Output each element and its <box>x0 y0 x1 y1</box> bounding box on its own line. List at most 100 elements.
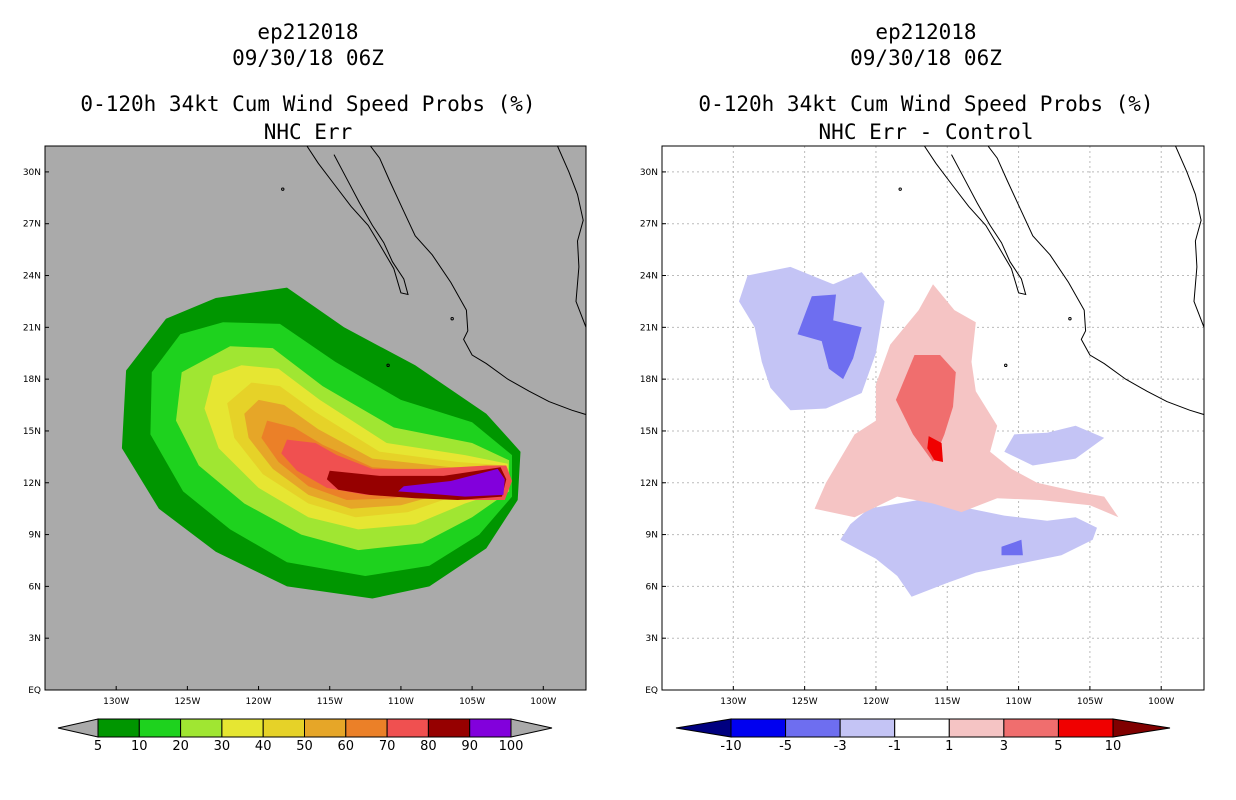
colorbar-label: 10 <box>131 739 148 754</box>
colorbar-label: 100 <box>499 739 524 754</box>
colorbar-swatch <box>427 718 471 738</box>
y-tick-label: EQ <box>645 686 658 696</box>
colorbar-high-arrow <box>1112 718 1171 738</box>
island <box>386 363 390 368</box>
contour-level-90 <box>398 468 505 497</box>
y-tick-label: 9N <box>29 531 41 541</box>
island <box>281 187 285 191</box>
colorbar-swatch <box>304 718 347 738</box>
y-tick-label: 24N <box>23 272 41 282</box>
x-tick-label: 130W <box>103 697 129 707</box>
colorbar-swatch <box>894 718 950 738</box>
y-tick-label: 15N <box>23 427 41 437</box>
x-tick-label: 120W <box>863 697 889 707</box>
colorbar-low-arrow <box>675 718 732 738</box>
colorbar-label: 5 <box>94 739 102 754</box>
contour-level-3 <box>895 355 956 462</box>
left-storm-id: ep212018 <box>257 20 359 44</box>
colorbar-swatch <box>97 718 140 738</box>
left-prob-map: 130W 125W 120W 115W 110W 105W 100W EQ 3N 6N 9N 12N 1… <box>23 145 587 707</box>
colorbar-label: -1 <box>888 739 901 754</box>
y-tick-label: 6N <box>646 582 658 592</box>
right-storm-id: ep212018 <box>875 20 977 44</box>
colorbar-swatch <box>386 718 429 738</box>
y-tick-label: 18N <box>640 375 658 385</box>
contour-level-5 <box>927 436 943 462</box>
colorbar-label: 1 <box>945 739 953 754</box>
border-line <box>557 146 586 328</box>
y-tick-label: 21N <box>23 323 41 333</box>
coastline-baja <box>923 146 1027 296</box>
colorbar-label: 30 <box>214 739 231 754</box>
y-tick-label: 15N <box>640 427 658 437</box>
y-tick-label: 3N <box>646 634 658 644</box>
island <box>1004 363 1008 368</box>
left-chart-title: 0-120h 34kt Cum Wind Speed Probs (%) <box>80 92 536 116</box>
y-tick-label: 27N <box>640 220 658 230</box>
x-tick-label: 115W <box>934 697 960 707</box>
right-colorbar: -10 -5 -3 -1 1 3 5 10 <box>675 718 1171 754</box>
colorbar-swatch <box>785 718 841 738</box>
colorbar-label: 80 <box>420 739 437 754</box>
y-tick-label: 18N <box>23 375 41 385</box>
plot-frame <box>44 145 587 691</box>
colorbar-label: -3 <box>834 739 847 754</box>
coastline-mexico <box>369 146 586 416</box>
colorbar-swatch <box>730 718 787 738</box>
contour-level-neg1 <box>840 500 1097 597</box>
y-tick-label: 12N <box>23 479 41 489</box>
y-tick-label: EQ <box>28 686 41 696</box>
x-tick-label: 110W <box>1006 697 1032 707</box>
colorbar-swatch <box>1057 718 1114 738</box>
coastline-mexico <box>987 146 1204 416</box>
colorbar-swatch <box>180 718 223 738</box>
colorbar-swatch <box>839 718 896 738</box>
island <box>450 316 454 321</box>
colorbar-label: 60 <box>338 739 355 754</box>
y-tick-label: 30N <box>640 168 658 178</box>
x-tick-label: 110W <box>388 697 414 707</box>
y-tick-label: 24N <box>640 272 658 282</box>
contour-level-neg3 <box>1001 539 1023 556</box>
colorbar-label: 50 <box>296 739 313 754</box>
y-tick-label: 6N <box>29 582 41 592</box>
x-tick-label: 105W <box>459 697 485 707</box>
colorbar-swatch <box>138 718 182 738</box>
colorbar-swatch <box>262 718 306 738</box>
x-tick-label: 100W <box>530 697 556 707</box>
colorbar-high-arrow <box>510 718 553 738</box>
x-tick-label: 100W <box>1148 697 1174 707</box>
y-tick-label: 30N <box>23 168 41 178</box>
colorbar-label: 3 <box>1000 739 1008 754</box>
colorbar-label: 90 <box>461 739 478 754</box>
colorbar-low-arrow <box>57 718 99 738</box>
colorbar-swatch <box>469 718 512 738</box>
x-tick-label: 105W <box>1077 697 1103 707</box>
colorbar-swatch <box>345 718 388 738</box>
right-diff-map: 130W 125W 120W 115W 110W 105W 100W EQ 3N 6N 9N 12N 1… <box>640 145 1205 707</box>
colorbar-label: 70 <box>379 739 396 754</box>
x-tick-label: 120W <box>246 697 272 707</box>
colorbar-label: 10 <box>1105 739 1122 754</box>
plot-frame <box>661 145 1205 691</box>
colorbar-label: -10 <box>720 739 741 754</box>
island <box>898 187 902 191</box>
left-chart-subtitle: NHC Err <box>263 120 353 144</box>
y-tick-label: 12N <box>640 479 658 489</box>
contour-level-neg3 <box>797 294 862 380</box>
colorbar-label: 20 <box>172 739 189 754</box>
right-chart-subtitle: NHC Err - Control <box>818 120 1034 144</box>
colorbar-swatch <box>1003 718 1059 738</box>
y-tick-label: 3N <box>29 634 41 644</box>
contour-level-1 <box>814 284 1119 518</box>
colorbar-label: 5 <box>1054 739 1062 754</box>
x-tick-label: 125W <box>792 697 818 707</box>
left-colorbar: 5 10 20 30 40 50 60 70 80 90 100 <box>57 718 553 754</box>
coastline-baja <box>306 146 409 296</box>
y-tick-label: 21N <box>640 323 658 333</box>
x-tick-label: 125W <box>174 697 200 707</box>
right-datetime: 09/30/18 06Z <box>850 46 1002 70</box>
colorbar-swatch <box>221 718 264 738</box>
y-tick-label: 9N <box>646 531 658 541</box>
